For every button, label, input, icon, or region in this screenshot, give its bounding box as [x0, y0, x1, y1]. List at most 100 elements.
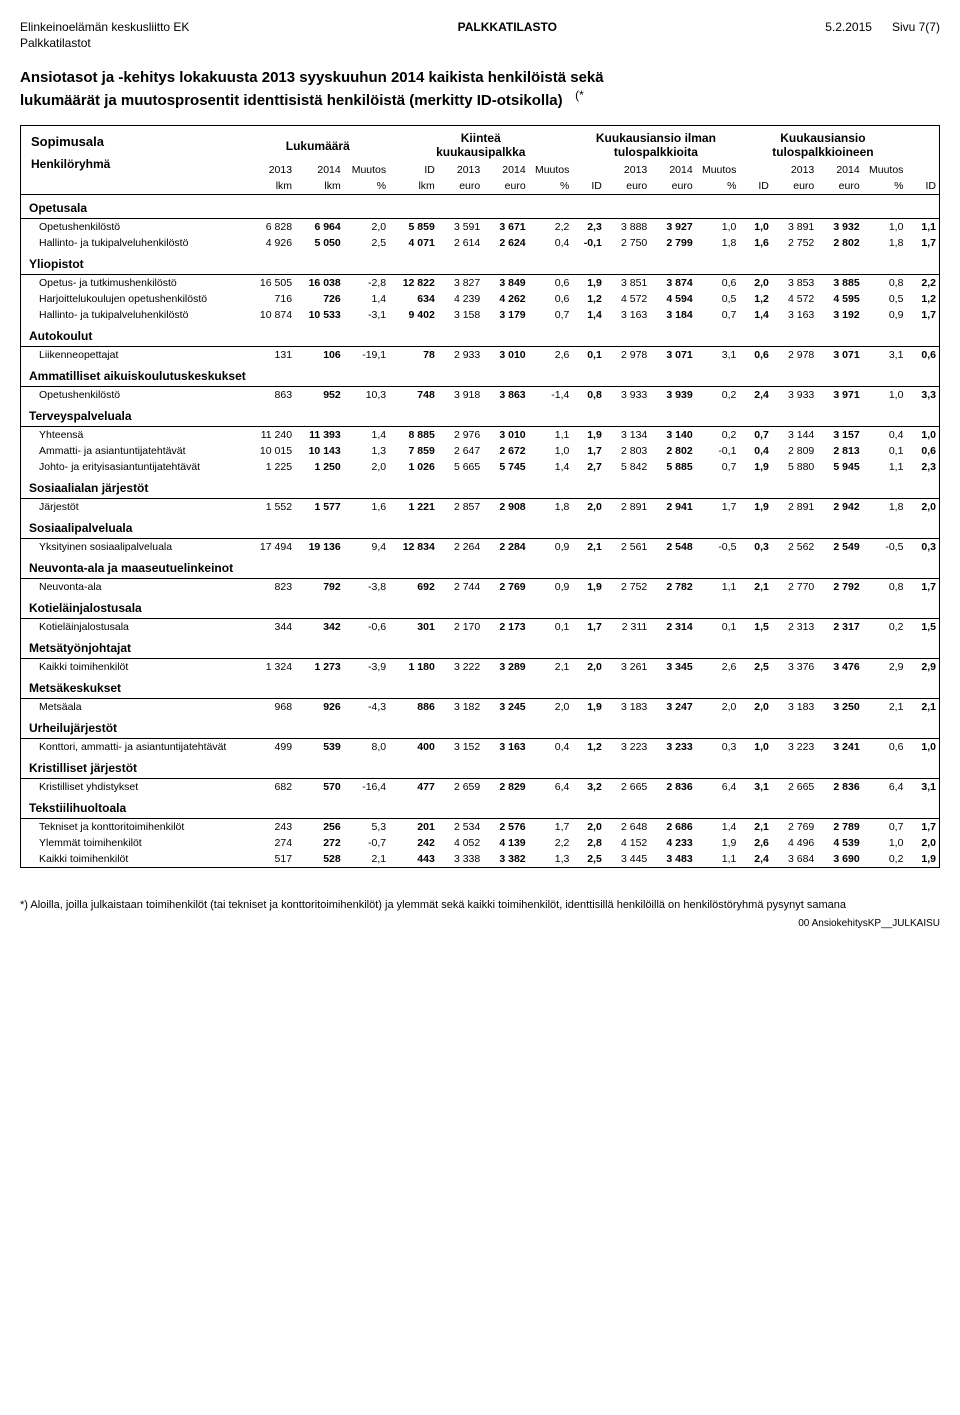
cell: 3 233	[650, 738, 695, 755]
cell: 2 792	[817, 578, 862, 595]
th-kiintea: Kiinteäkuukausipalkka	[389, 126, 572, 162]
cell: 1,9	[739, 459, 771, 475]
cell: 3 827	[438, 274, 483, 291]
cell: 3 888	[605, 218, 650, 235]
cell: 3 134	[605, 426, 650, 443]
th-tulospalkkio: Kuukausiansiotulospalkkioineen	[739, 126, 906, 162]
page-header: Elinkeinoelämän keskusliitto EK PALKKATI…	[20, 20, 940, 34]
cell: 0,3	[696, 738, 740, 755]
row-label: Kotieläinjalostusala	[21, 618, 246, 635]
cell: -4,3	[344, 698, 389, 715]
section-label: Kristilliset järjestöt	[21, 755, 939, 779]
cell: 2 769	[772, 818, 817, 835]
cell: 5 859	[389, 218, 438, 235]
cell: 3,1	[739, 778, 771, 795]
th-ilman: Kuukausiansio ilmantulospalkkioita	[572, 126, 739, 162]
cell: 3 241	[817, 738, 862, 755]
row-label: Kaikki toimihenkilöt	[21, 658, 246, 675]
cell: 3 918	[438, 386, 483, 403]
th-muutos-4: Muutos	[863, 162, 907, 178]
cell: 5 050	[295, 235, 344, 251]
cell: 3 192	[817, 307, 862, 323]
cell: 1,1	[696, 578, 740, 595]
row-label: Harjoittelukoulujen opetushenkilöstö	[21, 291, 246, 307]
th-2014-e1: 2014	[483, 162, 528, 178]
cell: 12 834	[389, 538, 438, 555]
cell: 5 880	[772, 459, 817, 475]
cell: 3 157	[817, 426, 862, 443]
cell: 2 802	[817, 235, 862, 251]
cell: 1,4	[572, 307, 604, 323]
cell: 3 179	[483, 307, 528, 323]
cell: 1,7	[529, 818, 573, 835]
cell: 131	[246, 346, 295, 363]
table-row: Johto- ja erityisasiantuntijatehtävät1 2…	[21, 459, 939, 475]
cell: 863	[246, 386, 295, 403]
section-row: Kotieläinjalostusala	[21, 595, 939, 619]
section-row: Sosiaalialan järjestöt	[21, 475, 939, 499]
row-label: Ylemmät toimihenkilöt	[21, 835, 246, 851]
cell: 1,9	[696, 835, 740, 851]
th-euro-1: euro	[438, 178, 483, 195]
cell: 2,5	[572, 851, 604, 867]
section-label: Metsätyönjohtajat	[21, 635, 939, 659]
table-row: Hallinto- ja tukipalveluhenkilöstö4 9265…	[21, 235, 939, 251]
cell: 0,6	[529, 291, 573, 307]
cell: 1,4	[344, 426, 389, 443]
cell: 16 505	[246, 274, 295, 291]
cell: 1,7	[572, 443, 604, 459]
cell: 2 799	[650, 235, 695, 251]
cell: 2,1	[863, 698, 907, 715]
table-row: Yhteensä11 24011 3931,48 8852 9763 0101,…	[21, 426, 939, 443]
cell: 2,0	[344, 218, 389, 235]
cell: 1,6	[344, 498, 389, 515]
cell: 1,2	[906, 291, 939, 307]
cell: 2,0	[344, 459, 389, 475]
cell: 3,3	[906, 386, 939, 403]
cell: 0,7	[863, 818, 907, 835]
page-subtitle: Palkkatilastot	[20, 36, 940, 50]
cell: 2 976	[438, 426, 483, 443]
cell: 2 744	[438, 578, 483, 595]
cell: 1,9	[572, 578, 604, 595]
cell: 2,0	[572, 818, 604, 835]
cell: 4 262	[483, 291, 528, 307]
cell: 3 183	[772, 698, 817, 715]
cell: 1,9	[572, 274, 604, 291]
cell: 1,7	[906, 235, 939, 251]
cell: 952	[295, 386, 344, 403]
cell: 0,9	[863, 307, 907, 323]
cell: 5 842	[605, 459, 650, 475]
cell: 4 233	[650, 835, 695, 851]
cell: 3 140	[650, 426, 695, 443]
cell: 1,1	[696, 851, 740, 867]
table-row: Kaikki toimihenkilöt5175282,14433 3383 3…	[21, 851, 939, 867]
table-row: Liikenneopettajat131106-19,1782 9333 010…	[21, 346, 939, 363]
th-pct-3: %	[696, 178, 740, 195]
section-row: Kristilliset järjestöt	[21, 755, 939, 779]
cell: 1 225	[246, 459, 295, 475]
cell: 2,1	[344, 851, 389, 867]
cell: 2,0	[739, 274, 771, 291]
cell: 2,6	[739, 835, 771, 851]
cell: 0,5	[696, 291, 740, 307]
cell: 2 170	[438, 618, 483, 635]
data-table-container: Sopimusala Henkilöryhmä Lukumäärä Kiinte…	[20, 125, 940, 868]
cell: 1 577	[295, 498, 344, 515]
cell: 2,1	[529, 658, 573, 675]
table-row: Kristilliset yhdistykset682570-16,44772 …	[21, 778, 939, 795]
cell: 2 659	[438, 778, 483, 795]
cell: 0,6	[696, 274, 740, 291]
cell: 3 445	[605, 851, 650, 867]
cell: 2 264	[438, 538, 483, 555]
table-row: Ylemmät toimihenkilöt274272-0,72424 0524…	[21, 835, 939, 851]
cell: 2 941	[650, 498, 695, 515]
section-label: Tekstiilihuoltoala	[21, 795, 939, 819]
cell: 1,2	[739, 291, 771, 307]
cell: 4 572	[772, 291, 817, 307]
cell: 0,8	[863, 274, 907, 291]
cell: 2 836	[650, 778, 695, 795]
cell: 570	[295, 778, 344, 795]
table-body: OpetusalaOpetushenkilöstö6 8286 9642,05 …	[21, 194, 939, 867]
cell: 682	[246, 778, 295, 795]
